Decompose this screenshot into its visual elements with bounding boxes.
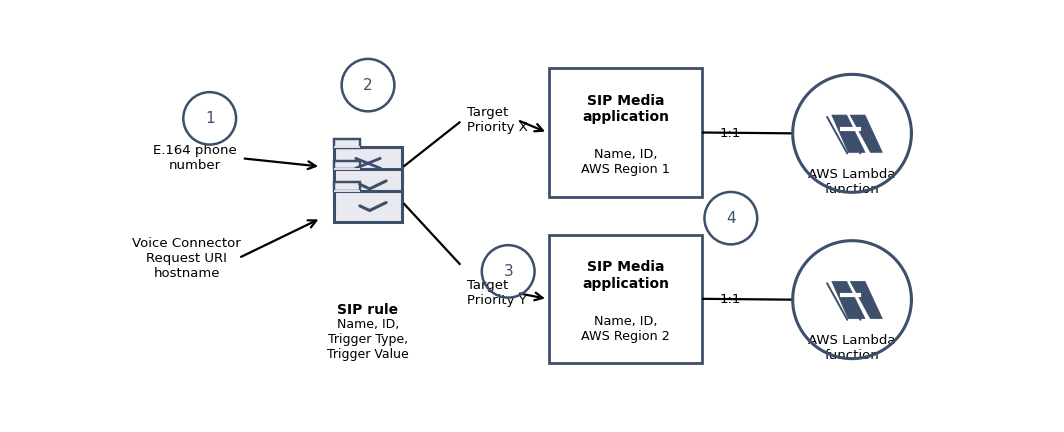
Bar [334, 139, 360, 148]
Text: Name, ID,
AWS Region 1: Name, ID, AWS Region 1 [581, 149, 670, 176]
Text: SIP Media
application: SIP Media application [582, 260, 669, 291]
Text: Target
Priority X: Target Priority X [467, 106, 528, 134]
Text: Name, ID,
AWS Region 2: Name, ID, AWS Region 2 [581, 315, 670, 343]
Text: 4: 4 [726, 211, 735, 226]
Bar [549, 235, 702, 363]
Text: Target
Priority Y: Target Priority Y [467, 279, 527, 307]
Text: 2: 2 [363, 78, 372, 92]
Text: 1:1: 1:1 [719, 293, 741, 306]
Text: AWS Lambda
function: AWS Lambda function [809, 168, 896, 196]
Polygon shape [850, 115, 882, 152]
Text: Name, ID,
Trigger Type,
Trigger Value: Name, ID, Trigger Type, Trigger Value [327, 318, 409, 361]
Text: SIP Media
application: SIP Media application [582, 94, 669, 124]
Bar [334, 169, 402, 201]
Text: 1: 1 [205, 111, 215, 126]
Text: E.164 phone
number: E.164 phone number [153, 144, 236, 172]
Text: 3: 3 [503, 264, 513, 279]
Text: Voice Connector
Request URI
hostname: Voice Connector Request URI hostname [132, 237, 240, 280]
Bar [334, 161, 360, 169]
Bar [549, 68, 702, 197]
Polygon shape [832, 115, 865, 152]
Polygon shape [850, 281, 882, 319]
Text: 1:1: 1:1 [719, 127, 741, 140]
Polygon shape [832, 281, 865, 319]
Bar [334, 191, 402, 222]
Bar [334, 182, 360, 191]
Bar [334, 147, 402, 179]
Text: SIP rule: SIP rule [337, 303, 399, 317]
Text: AWS Lambda
function: AWS Lambda function [809, 334, 896, 362]
